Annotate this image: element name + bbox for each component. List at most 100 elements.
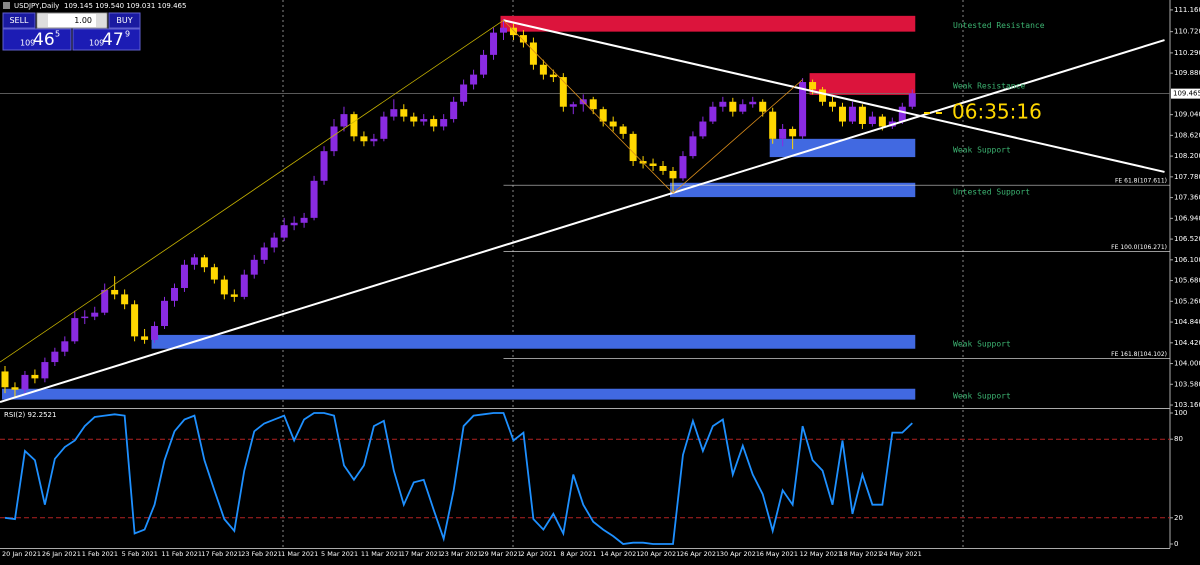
candle-body — [500, 27, 507, 33]
y-tick-label: 106.520 — [1174, 235, 1200, 243]
zones — [0, 15, 1170, 400]
y-tick-label: 109.880 — [1174, 69, 1200, 77]
x-tick-label: 2 Apr 2021 — [520, 550, 556, 558]
sell-price-box[interactable] — [2, 28, 72, 51]
x-tick-label: 1 Feb 2021 — [82, 550, 118, 558]
candle-body — [11, 387, 19, 390]
symbol-icon — [3, 2, 10, 9]
lot-input[interactable] — [36, 12, 108, 29]
candle-body — [868, 116, 876, 125]
sell-price-small: 5 — [55, 30, 60, 39]
trendline — [0, 19, 504, 363]
x-tick-label: 5 Feb 2021 — [122, 550, 158, 558]
candle-body — [829, 101, 837, 107]
candle-body — [739, 104, 747, 112]
rsi-tick-label: 0 — [1174, 540, 1178, 548]
candle-body — [350, 114, 358, 137]
header-ohlc: 109.145 109.540 109.031 109.465 — [64, 2, 186, 10]
buy-button[interactable] — [108, 12, 141, 29]
candle-body — [310, 180, 318, 218]
candle-body — [161, 300, 169, 327]
candle-body — [101, 289, 109, 313]
y-tick-label: 104.840 — [1174, 318, 1200, 326]
zone-label: Weak Resistance — [953, 82, 1025, 91]
candle-body — [759, 101, 767, 112]
candle-body — [559, 77, 567, 107]
candle-body — [260, 247, 268, 260]
zone — [2, 388, 916, 400]
zone — [500, 15, 916, 32]
buy-price-big: 109 — [89, 39, 104, 48]
candle-body — [490, 32, 498, 55]
candle-body — [789, 128, 797, 137]
candle-body — [250, 259, 258, 275]
candle-body — [599, 109, 607, 122]
x-tick-label: 8 Apr 2021 — [560, 550, 596, 558]
candle-body — [220, 279, 228, 295]
candle-body — [719, 101, 727, 107]
candle-body — [809, 82, 817, 90]
candle-body — [81, 316, 89, 319]
candle-body — [898, 106, 906, 122]
candle-body — [180, 264, 188, 288]
zone-label: Untested Support — [953, 187, 1030, 196]
candle-body — [848, 106, 856, 122]
sell-price-main: 46 — [33, 30, 55, 50]
lot-up[interactable] — [96, 14, 106, 27]
rsi-tick-label: 100 — [1174, 409, 1187, 417]
fib-label: FE 161.8(104.102) — [1111, 351, 1167, 358]
candle-body — [21, 374, 29, 390]
candle-body — [480, 54, 488, 75]
lot-value[interactable]: 1.00 — [74, 16, 92, 25]
candle-body — [908, 93, 916, 107]
buy-label[interactable]: BUY — [116, 16, 132, 25]
candle-body — [539, 64, 547, 75]
candle-body — [659, 165, 667, 171]
y-tick-label: 111.160 — [1174, 6, 1200, 14]
y-tick-label: 106.940 — [1174, 214, 1200, 222]
candle-body — [878, 116, 886, 127]
zone — [669, 182, 916, 198]
candle-body — [390, 109, 398, 117]
zone-label: Untested Resistance — [953, 21, 1045, 30]
candle-body — [190, 257, 198, 265]
x-tick-label: 26 Apr 2021 — [680, 550, 720, 558]
y-tick-label: 104.000 — [1174, 360, 1200, 368]
lot-down[interactable] — [38, 14, 48, 27]
current-price-box — [1171, 88, 1200, 99]
x-tick-label: 14 Apr 2021 — [600, 550, 640, 558]
candle-body — [779, 128, 787, 139]
buy-price-box[interactable] — [72, 28, 141, 51]
candle-body — [799, 82, 807, 137]
sell-button[interactable] — [2, 12, 36, 29]
candle-body — [380, 116, 388, 139]
y-tick-label: 110.290 — [1174, 49, 1200, 57]
rsi-line — [4, 412, 913, 545]
zone — [769, 138, 916, 158]
candle-body — [729, 101, 737, 112]
candle-body — [769, 111, 777, 139]
rsi-label: RSI(2) 92.2521 — [4, 411, 56, 419]
rsi-tick-label: 80 — [1174, 435, 1183, 443]
candle-body — [111, 289, 119, 295]
x-tick-label: 12 May 2021 — [800, 550, 842, 558]
trade-panel: SELL 1.00 BUY 109 46 5 109 47 9 — [2, 12, 141, 51]
candle-body — [549, 74, 557, 78]
buy-price-main: 47 — [102, 30, 124, 50]
candle-body — [240, 274, 248, 297]
candle-body — [410, 116, 418, 122]
candle-body — [460, 84, 468, 102]
candle-body — [71, 318, 79, 342]
candle-body — [300, 217, 308, 223]
candle-body — [519, 35, 527, 43]
y-tick-label: 108.620 — [1174, 131, 1200, 139]
candle-body — [450, 101, 458, 120]
sell-label[interactable]: SELL — [9, 16, 29, 25]
candle-body — [151, 326, 159, 340]
symbol: USDJPY,Daily — [14, 2, 59, 10]
candle-body — [41, 362, 49, 379]
y-tick-label: 105.260 — [1174, 297, 1200, 305]
candle-body — [420, 119, 428, 122]
candle-body — [749, 101, 757, 105]
